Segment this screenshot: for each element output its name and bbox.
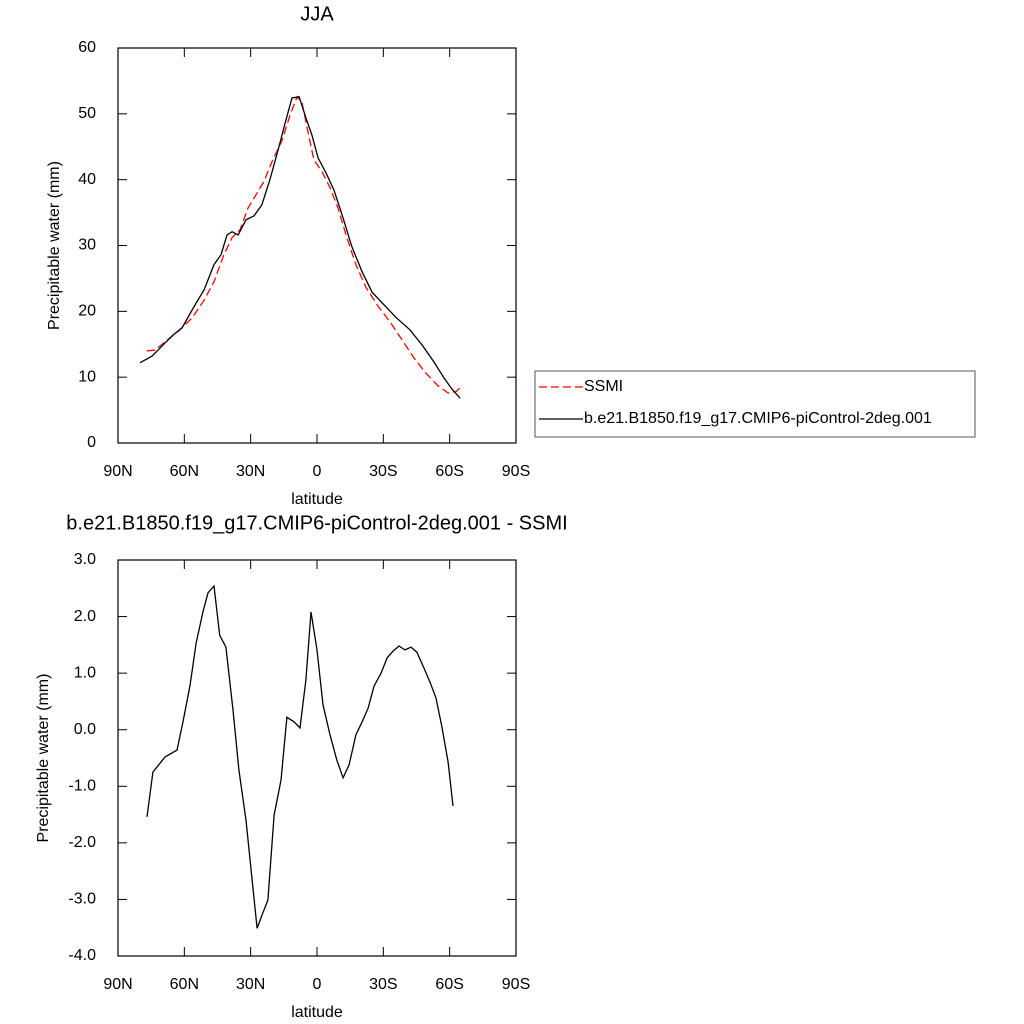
x-tick-label: 90S — [502, 976, 530, 993]
y-tick-label: 50 — [78, 105, 96, 122]
chart-title: JJA — [300, 3, 334, 25]
x-tick-label: 60S — [435, 463, 463, 480]
legend-box — [534, 370, 976, 438]
y-tick-label: 0 — [87, 434, 96, 451]
series-line — [139, 95, 461, 399]
y-tick-label: -3.0 — [68, 891, 96, 908]
y-tick-label: 0.0 — [74, 721, 96, 738]
x-axis-label: latitude — [291, 1004, 343, 1021]
y-tick-label: -4.0 — [68, 947, 96, 964]
legend-label: SSMI — [584, 378, 623, 395]
y-tick-label: 40 — [78, 171, 96, 188]
y-axis-label: Precipitable water (mm) — [46, 161, 63, 330]
plot-frame — [117, 47, 517, 444]
y-tick-label: -1.0 — [68, 778, 96, 795]
y-tick-label: 30 — [78, 237, 96, 254]
x-tick-label: 60N — [170, 976, 199, 993]
x-tick-label: 30S — [369, 976, 397, 993]
series-line — [146, 95, 463, 394]
x-tick-label: 30S — [369, 463, 397, 480]
y-axis-label: Precipitable water (mm) — [35, 674, 52, 843]
y-tick-label: 1.0 — [74, 664, 96, 681]
x-tick-label: 0 — [313, 463, 322, 480]
x-tick-label: 90S — [502, 463, 530, 480]
y-tick-label: 20 — [78, 303, 96, 320]
series-line — [146, 584, 454, 929]
chart-title: b.e21.B1850.f19_g17.CMIP6-piControl-2deg… — [66, 512, 567, 534]
x-tick-label: 90N — [103, 463, 132, 480]
x-tick-label: 30N — [236, 463, 265, 480]
y-tick-label: 2.0 — [74, 608, 96, 625]
x-tick-label: 0 — [313, 976, 322, 993]
x-axis-label: latitude — [291, 491, 343, 508]
y-tick-label: 10 — [78, 368, 96, 385]
x-tick-label: 60N — [170, 463, 199, 480]
x-tick-label: 30N — [236, 976, 265, 993]
x-tick-label: 90N — [103, 976, 132, 993]
plot-frame — [117, 559, 517, 957]
y-tick-label: 3.0 — [74, 551, 96, 568]
y-tick-label: 60 — [78, 39, 96, 56]
legend-label: b.e21.B1850.f19_g17.CMIP6-piControl-2deg… — [584, 410, 932, 427]
x-tick-label: 60S — [435, 976, 463, 993]
y-tick-label: -2.0 — [68, 834, 96, 851]
